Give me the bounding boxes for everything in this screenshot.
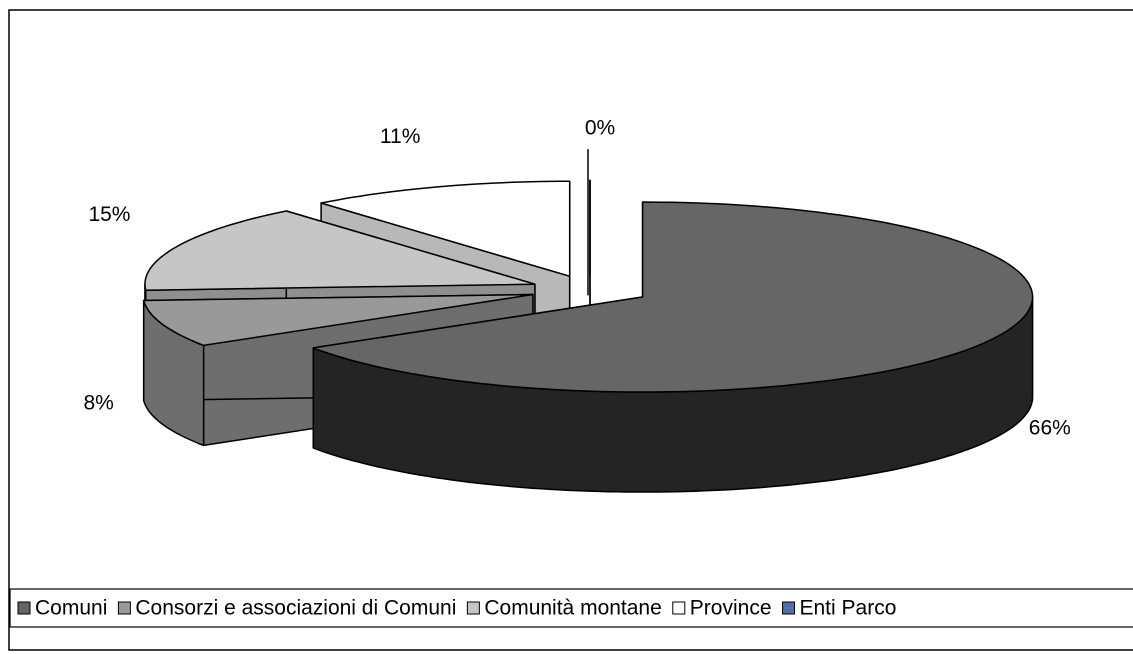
- legend-label: Province: [690, 597, 772, 620]
- legend-swatch: [117, 601, 131, 615]
- legend-swatch: [466, 601, 480, 615]
- pie-slice: [312, 201, 1034, 493]
- data-label: 0%: [585, 117, 615, 140]
- slice-top: [142, 293, 534, 347]
- legend: Comuni Consorzi e associazioni di Comuni C…: [17, 597, 897, 620]
- legend-swatch: [17, 601, 31, 615]
- data-label: 8%: [83, 392, 113, 415]
- data-label: 11%: [380, 125, 420, 148]
- data-label: 66%: [1029, 416, 1071, 439]
- legend-label: Consorzi e associazioni di Comuni: [135, 597, 456, 620]
- legend-swatch: [782, 601, 795, 615]
- slice-top: [320, 180, 571, 277]
- legend-label: Comunità montane: [484, 597, 661, 620]
- slice-top: [144, 210, 536, 291]
- slice-top: [312, 201, 1034, 393]
- legend-label: Enti Parco: [800, 597, 897, 620]
- legend-swatch: [672, 601, 686, 615]
- legend-box: [9, 588, 1133, 628]
- pie: [142, 179, 1034, 493]
- data-label: 15%: [88, 203, 130, 226]
- legend-label: Comuni: [35, 597, 107, 620]
